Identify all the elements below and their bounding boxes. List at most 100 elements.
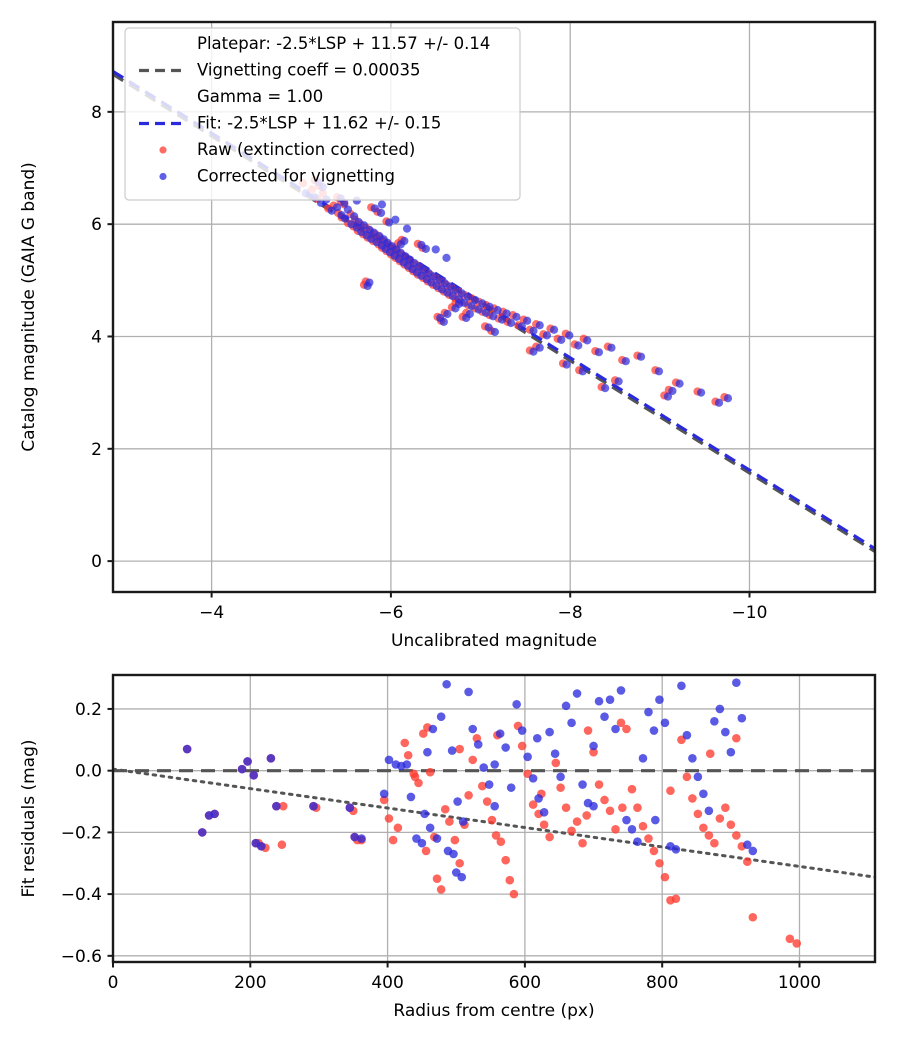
- data-point: [266, 754, 276, 763]
- data-point: [743, 840, 752, 850]
- data-point: [589, 747, 598, 757]
- data-point: [512, 700, 521, 709]
- data-point: [583, 726, 593, 735]
- legend-entry-label: Fit: -2.5*LSP + 11.62 +/- 0.15: [197, 114, 441, 133]
- data-point: [309, 801, 318, 811]
- data-point: [682, 730, 692, 740]
- data-point: [557, 335, 566, 344]
- data-point: [420, 809, 429, 819]
- data-point: [445, 817, 454, 826]
- data-point: [449, 849, 458, 859]
- data-point: [501, 855, 510, 865]
- x-tick-label: 1000: [778, 973, 821, 993]
- y-tick-label: 0: [91, 552, 102, 572]
- data-point: [578, 780, 587, 789]
- data-point: [539, 820, 549, 829]
- data-point: [582, 811, 591, 820]
- data-point: [651, 815, 660, 825]
- x-tick-label: −6: [378, 603, 403, 623]
- data-point: [528, 774, 538, 783]
- data-point: [418, 729, 428, 738]
- data-point: [551, 758, 561, 768]
- x-tick-label: −10: [732, 603, 768, 623]
- data-point: [600, 712, 609, 721]
- data-point: [655, 695, 664, 704]
- data-point: [384, 814, 394, 823]
- data-point: [715, 814, 725, 823]
- data-point: [436, 712, 446, 721]
- data-point: [529, 326, 538, 335]
- data-point: [379, 795, 389, 805]
- data-point: [249, 771, 259, 780]
- data-point: [621, 357, 630, 366]
- data-point: [385, 218, 394, 227]
- data-point: [479, 763, 489, 772]
- y-tick-label: 6: [91, 215, 102, 235]
- legend-entry-label: Gamma = 1.00: [197, 87, 323, 106]
- data-point: [491, 831, 501, 840]
- data-point: [583, 336, 592, 345]
- x-tick-label: 200: [234, 973, 266, 993]
- data-point: [677, 681, 686, 691]
- x-tick-label: −4: [199, 603, 224, 623]
- data-point: [523, 316, 532, 325]
- data-point: [601, 384, 610, 393]
- data-point: [428, 724, 438, 734]
- data-point: [473, 740, 483, 749]
- data-point: [748, 846, 758, 856]
- data-point: [638, 754, 648, 763]
- data-point: [432, 834, 442, 843]
- data-point: [605, 695, 615, 704]
- data-point: [556, 783, 565, 792]
- data-point: [561, 701, 571, 711]
- data-point: [567, 718, 576, 728]
- data-point: [497, 315, 507, 324]
- legend-entry-label: Raw (extinction corrected): [197, 140, 415, 159]
- data-point: [377, 200, 387, 209]
- data-point: [425, 823, 435, 833]
- data-point: [622, 724, 631, 734]
- legend-entry-label: Vignetting coeff = 0.00035: [197, 61, 421, 80]
- data-point: [277, 840, 287, 850]
- data-point: [359, 221, 369, 230]
- data-point: [365, 278, 374, 287]
- data-point: [210, 809, 219, 819]
- legend-entry-label: Platepar: -2.5*LSP + 11.57 +/- 0.14: [197, 34, 490, 53]
- data-point: [723, 394, 733, 403]
- data-point: [528, 800, 538, 809]
- data-point: [333, 203, 342, 212]
- data-point: [343, 205, 352, 214]
- y-tick-label: 0.2: [75, 700, 102, 720]
- data-point: [535, 343, 544, 352]
- data-point: [654, 367, 664, 376]
- data-point: [567, 826, 576, 836]
- data-point: [532, 733, 542, 743]
- data-point: [474, 305, 483, 314]
- data-point: [556, 772, 565, 782]
- data-point: [600, 795, 609, 805]
- data-point: [357, 834, 366, 843]
- data-point: [565, 331, 574, 340]
- data-point: [726, 820, 736, 829]
- data-point: [509, 889, 519, 899]
- data-point: [644, 834, 653, 843]
- data-point: [421, 244, 430, 253]
- data-point: [402, 224, 412, 233]
- y-axis-label: Fit residuals (mag): [19, 740, 39, 898]
- y-tick-label: 8: [91, 103, 102, 123]
- data-point: [589, 741, 598, 751]
- axes-spines: [111, 20, 877, 594]
- data-point: [443, 309, 452, 319]
- data-point: [693, 809, 703, 819]
- axes-photometric-calibration: −4 −6 −8 −10 0 2 4 6 8 Uncalibrated magnitude Cata…: [19, 20, 877, 651]
- data-point: [484, 323, 493, 332]
- data-point: [340, 198, 349, 207]
- data-point: [341, 214, 350, 223]
- data-point: [182, 744, 192, 754]
- legend-marker-dot-red: [159, 146, 167, 154]
- data-point: [550, 749, 560, 758]
- fit-line: [113, 70, 875, 551]
- data-point: [616, 686, 626, 695]
- data-point: [627, 784, 637, 794]
